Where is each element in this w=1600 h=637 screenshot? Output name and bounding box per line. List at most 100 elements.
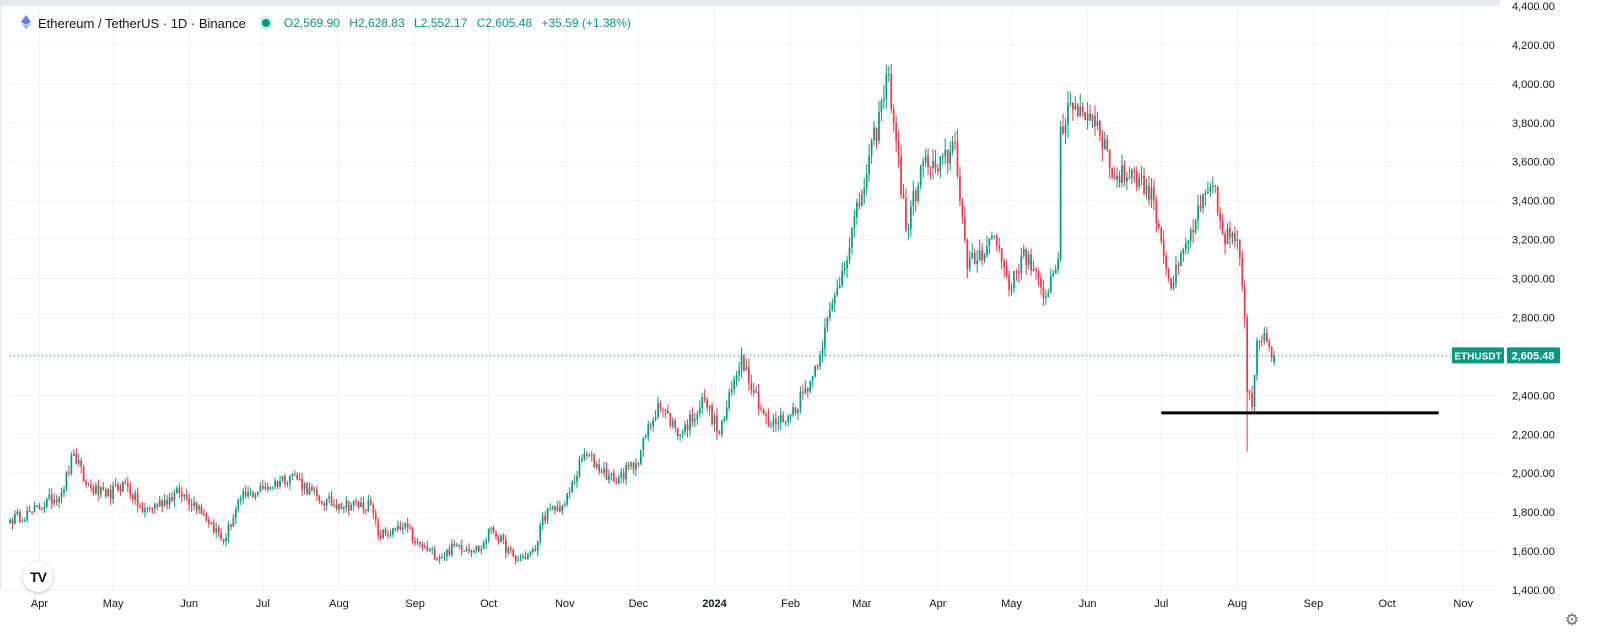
candle-body bbox=[293, 474, 296, 476]
candle-body bbox=[411, 528, 414, 542]
candle-body bbox=[1094, 115, 1096, 127]
candle-body bbox=[352, 501, 355, 506]
candle-body bbox=[1261, 340, 1263, 342]
candle-body bbox=[318, 495, 321, 501]
candle-body bbox=[1253, 374, 1256, 408]
candle-body bbox=[725, 407, 728, 419]
price-tick-label: 3,400.00 bbox=[1512, 196, 1555, 208]
candle-body bbox=[1135, 171, 1138, 187]
candle-body bbox=[36, 505, 38, 507]
time-tick-label: May bbox=[103, 598, 124, 610]
candle-body bbox=[721, 421, 723, 435]
candle-body bbox=[605, 468, 608, 481]
candle-body bbox=[946, 149, 949, 164]
candle-body bbox=[829, 310, 831, 318]
chart-legend: Ethereum / TetherUS · 1D · Binance O2,56… bbox=[20, 14, 637, 32]
candle-body bbox=[85, 481, 87, 485]
candle-body bbox=[276, 480, 279, 487]
candle-body bbox=[1022, 249, 1025, 256]
candle-body bbox=[53, 499, 56, 504]
candle-body bbox=[873, 127, 875, 141]
candle-body bbox=[131, 494, 134, 500]
price-tick-label: 3,200.00 bbox=[1512, 235, 1555, 247]
candle-body bbox=[1175, 264, 1177, 284]
candle-body bbox=[892, 108, 895, 123]
candle-body bbox=[367, 500, 370, 512]
candle-body bbox=[237, 499, 240, 510]
candle-body bbox=[126, 482, 129, 487]
candle-body bbox=[87, 484, 90, 486]
candle-body bbox=[414, 541, 416, 544]
candle-body bbox=[198, 506, 200, 510]
candle-body bbox=[340, 504, 343, 510]
candle-body bbox=[173, 493, 176, 501]
candle-body bbox=[824, 327, 826, 349]
time-tick-label: Jul bbox=[256, 598, 270, 610]
candle-body bbox=[897, 141, 900, 157]
candle-body bbox=[593, 455, 596, 468]
candle-body bbox=[171, 497, 173, 501]
price-tick-label: 4,000.00 bbox=[1512, 79, 1555, 91]
candle-body bbox=[568, 492, 571, 494]
candle-body bbox=[1273, 355, 1276, 363]
candle-body bbox=[627, 464, 630, 467]
candle-body bbox=[1209, 186, 1212, 192]
candle-body bbox=[1126, 177, 1128, 182]
candle-body bbox=[868, 155, 871, 174]
candle-body bbox=[1199, 205, 1202, 208]
candle-body bbox=[797, 409, 799, 414]
candle-body bbox=[833, 295, 836, 304]
candle-body bbox=[745, 366, 748, 371]
candle-body bbox=[365, 509, 367, 512]
candle-body bbox=[492, 527, 495, 533]
price-tick-label: 3,600.00 bbox=[1512, 157, 1555, 169]
time-tick-label: Aug bbox=[329, 598, 349, 610]
candle-body bbox=[485, 540, 488, 544]
candle-body bbox=[978, 250, 981, 261]
candle-body bbox=[838, 284, 841, 289]
candle-body bbox=[325, 498, 328, 506]
price-tick-label: 3,000.00 bbox=[1512, 274, 1555, 286]
candle-body bbox=[215, 528, 218, 533]
candle-body bbox=[1076, 105, 1079, 117]
candle-body bbox=[495, 532, 497, 537]
candle-body bbox=[166, 500, 168, 505]
candle-body bbox=[971, 252, 974, 258]
candle-body bbox=[858, 202, 861, 207]
candle-body bbox=[1040, 278, 1042, 288]
time-tick-label: Apr bbox=[929, 598, 946, 610]
candle-body bbox=[698, 408, 701, 414]
candle-body bbox=[279, 480, 281, 487]
candle-body bbox=[988, 238, 991, 247]
candle-body bbox=[16, 511, 19, 515]
candle-body bbox=[333, 504, 335, 506]
candle-body bbox=[826, 317, 829, 328]
candle-body bbox=[652, 419, 654, 426]
candle-body bbox=[787, 415, 789, 422]
candle-body bbox=[357, 502, 360, 507]
candle-body bbox=[639, 450, 642, 464]
candle-body bbox=[995, 235, 998, 246]
candle-body bbox=[355, 501, 357, 503]
tradingview-logo-icon[interactable]: TV bbox=[23, 562, 53, 592]
symbol-title[interactable]: Ethereum / TetherUS · 1D · Binance bbox=[38, 15, 246, 31]
candle-body bbox=[529, 551, 532, 554]
candle-body bbox=[767, 416, 770, 427]
candle-body bbox=[846, 260, 848, 269]
candle-body bbox=[269, 486, 272, 490]
candle-body bbox=[792, 407, 794, 415]
candle-body bbox=[1162, 240, 1165, 257]
candle-body bbox=[689, 414, 691, 431]
candle-body bbox=[863, 188, 866, 195]
gear-icon[interactable]: ⚙ bbox=[1564, 612, 1580, 629]
candle-body bbox=[1096, 120, 1099, 127]
candle-body bbox=[1047, 292, 1050, 297]
candle-body bbox=[119, 489, 122, 492]
candle-body bbox=[1113, 178, 1116, 180]
candle-body bbox=[99, 487, 102, 495]
candle-body bbox=[1219, 212, 1222, 221]
candle-body bbox=[1013, 271, 1015, 289]
candle-body bbox=[1155, 200, 1158, 224]
candle-body bbox=[681, 432, 684, 435]
